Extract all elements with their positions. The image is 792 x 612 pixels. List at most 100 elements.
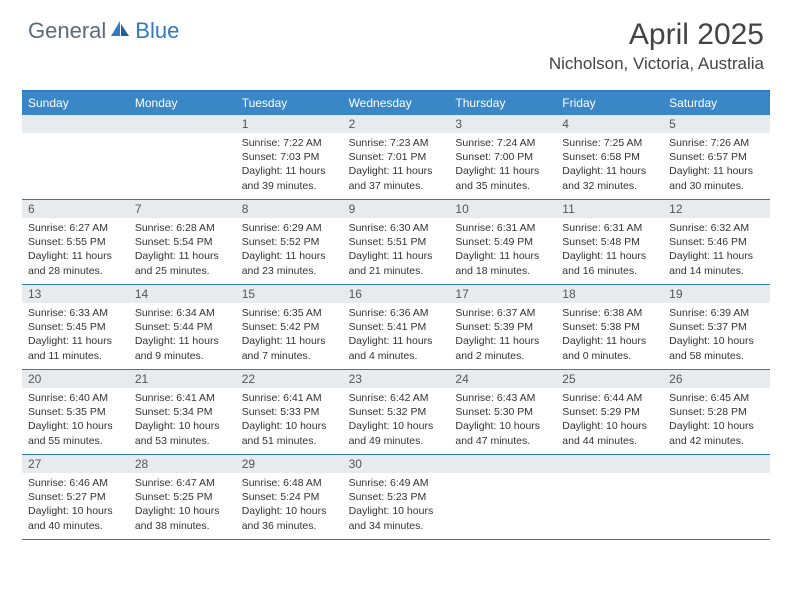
calendar-day-cell: 24Sunrise: 6:43 AMSunset: 5:30 PMDayligh… (449, 370, 556, 454)
weekday-header-cell: Saturday (663, 92, 770, 115)
day-details: Sunrise: 6:45 AMSunset: 5:28 PMDaylight:… (663, 388, 770, 452)
daylight-line: Daylight: 10 hours and 36 minutes. (242, 504, 337, 532)
sunrise-line: Sunrise: 6:37 AM (455, 306, 550, 320)
day-number (663, 455, 770, 473)
brand-text-general: General (28, 18, 106, 44)
day-details: Sunrise: 6:38 AMSunset: 5:38 PMDaylight:… (556, 303, 663, 367)
daylight-line: Daylight: 11 hours and 23 minutes. (242, 249, 337, 277)
sunset-line: Sunset: 5:45 PM (28, 320, 123, 334)
calendar-day-cell: 29Sunrise: 6:48 AMSunset: 5:24 PMDayligh… (236, 455, 343, 539)
sunset-line: Sunset: 5:24 PM (242, 490, 337, 504)
sunset-line: Sunset: 5:41 PM (349, 320, 444, 334)
weekday-header-cell: Tuesday (236, 92, 343, 115)
day-number: 22 (236, 370, 343, 388)
sunrise-line: Sunrise: 6:29 AM (242, 221, 337, 235)
day-details: Sunrise: 6:32 AMSunset: 5:46 PMDaylight:… (663, 218, 770, 282)
day-details: Sunrise: 6:46 AMSunset: 5:27 PMDaylight:… (22, 473, 129, 537)
day-number: 21 (129, 370, 236, 388)
day-number: 2 (343, 115, 450, 133)
day-number: 23 (343, 370, 450, 388)
day-number (449, 455, 556, 473)
day-number: 17 (449, 285, 556, 303)
day-details: Sunrise: 6:48 AMSunset: 5:24 PMDaylight:… (236, 473, 343, 537)
sunrise-line: Sunrise: 6:32 AM (669, 221, 764, 235)
sunset-line: Sunset: 5:33 PM (242, 405, 337, 419)
calendar-day-cell: 16Sunrise: 6:36 AMSunset: 5:41 PMDayligh… (343, 285, 450, 369)
sunrise-line: Sunrise: 6:46 AM (28, 476, 123, 490)
sunrise-line: Sunrise: 7:24 AM (455, 136, 550, 150)
day-details: Sunrise: 6:37 AMSunset: 5:39 PMDaylight:… (449, 303, 556, 367)
daylight-line: Daylight: 10 hours and 34 minutes. (349, 504, 444, 532)
calendar-day-cell: 28Sunrise: 6:47 AMSunset: 5:25 PMDayligh… (129, 455, 236, 539)
day-details: Sunrise: 7:22 AMSunset: 7:03 PMDaylight:… (236, 133, 343, 197)
daylight-line: Daylight: 11 hours and 37 minutes. (349, 164, 444, 192)
daylight-line: Daylight: 10 hours and 38 minutes. (135, 504, 230, 532)
sunrise-line: Sunrise: 6:43 AM (455, 391, 550, 405)
day-number: 30 (343, 455, 450, 473)
daylight-line: Daylight: 11 hours and 21 minutes. (349, 249, 444, 277)
day-number: 4 (556, 115, 663, 133)
day-details: Sunrise: 6:30 AMSunset: 5:51 PMDaylight:… (343, 218, 450, 282)
sunrise-line: Sunrise: 7:26 AM (669, 136, 764, 150)
day-number: 25 (556, 370, 663, 388)
day-details: Sunrise: 6:47 AMSunset: 5:25 PMDaylight:… (129, 473, 236, 537)
title-block: April 2025 Nicholson, Victoria, Australi… (549, 18, 764, 74)
daylight-line: Daylight: 11 hours and 39 minutes. (242, 164, 337, 192)
sunset-line: Sunset: 7:00 PM (455, 150, 550, 164)
day-details: Sunrise: 7:23 AMSunset: 7:01 PMDaylight:… (343, 133, 450, 197)
sunrise-line: Sunrise: 6:39 AM (669, 306, 764, 320)
calendar-day-cell (556, 455, 663, 539)
day-details: Sunrise: 6:29 AMSunset: 5:52 PMDaylight:… (236, 218, 343, 282)
calendar-day-cell: 25Sunrise: 6:44 AMSunset: 5:29 PMDayligh… (556, 370, 663, 454)
sunset-line: Sunset: 5:52 PM (242, 235, 337, 249)
sunrise-line: Sunrise: 6:30 AM (349, 221, 444, 235)
day-number: 5 (663, 115, 770, 133)
day-number: 14 (129, 285, 236, 303)
daylight-line: Daylight: 11 hours and 25 minutes. (135, 249, 230, 277)
day-details: Sunrise: 6:49 AMSunset: 5:23 PMDaylight:… (343, 473, 450, 537)
day-details: Sunrise: 6:39 AMSunset: 5:37 PMDaylight:… (663, 303, 770, 367)
day-details: Sunrise: 7:24 AMSunset: 7:00 PMDaylight:… (449, 133, 556, 197)
daylight-line: Daylight: 10 hours and 47 minutes. (455, 419, 550, 447)
sunset-line: Sunset: 5:25 PM (135, 490, 230, 504)
day-details: Sunrise: 6:27 AMSunset: 5:55 PMDaylight:… (22, 218, 129, 282)
day-details: Sunrise: 7:26 AMSunset: 6:57 PMDaylight:… (663, 133, 770, 197)
day-number: 18 (556, 285, 663, 303)
daylight-line: Daylight: 11 hours and 14 minutes. (669, 249, 764, 277)
sunset-line: Sunset: 5:44 PM (135, 320, 230, 334)
calendar-day-cell: 21Sunrise: 6:41 AMSunset: 5:34 PMDayligh… (129, 370, 236, 454)
daylight-line: Daylight: 11 hours and 18 minutes. (455, 249, 550, 277)
weekday-header-cell: Thursday (449, 92, 556, 115)
day-number: 3 (449, 115, 556, 133)
sunrise-line: Sunrise: 6:31 AM (455, 221, 550, 235)
sunrise-line: Sunrise: 6:31 AM (562, 221, 657, 235)
sunrise-line: Sunrise: 6:45 AM (669, 391, 764, 405)
calendar-day-cell: 19Sunrise: 6:39 AMSunset: 5:37 PMDayligh… (663, 285, 770, 369)
sunset-line: Sunset: 5:30 PM (455, 405, 550, 419)
sunset-line: Sunset: 5:27 PM (28, 490, 123, 504)
calendar-day-cell (663, 455, 770, 539)
sunset-line: Sunset: 5:37 PM (669, 320, 764, 334)
calendar-day-cell: 4Sunrise: 7:25 AMSunset: 6:58 PMDaylight… (556, 115, 663, 199)
daylight-line: Daylight: 11 hours and 35 minutes. (455, 164, 550, 192)
sunrise-line: Sunrise: 6:49 AM (349, 476, 444, 490)
calendar-week-row: 20Sunrise: 6:40 AMSunset: 5:35 PMDayligh… (22, 370, 770, 455)
daylight-line: Daylight: 10 hours and 44 minutes. (562, 419, 657, 447)
sunset-line: Sunset: 5:38 PM (562, 320, 657, 334)
sunset-line: Sunset: 5:39 PM (455, 320, 550, 334)
sunset-line: Sunset: 6:57 PM (669, 150, 764, 164)
sunset-line: Sunset: 7:01 PM (349, 150, 444, 164)
calendar-day-cell: 20Sunrise: 6:40 AMSunset: 5:35 PMDayligh… (22, 370, 129, 454)
sunrise-line: Sunrise: 6:40 AM (28, 391, 123, 405)
calendar-week-row: 1Sunrise: 7:22 AMSunset: 7:03 PMDaylight… (22, 115, 770, 200)
calendar-day-cell: 22Sunrise: 6:41 AMSunset: 5:33 PMDayligh… (236, 370, 343, 454)
daylight-line: Daylight: 10 hours and 55 minutes. (28, 419, 123, 447)
weekday-header-cell: Friday (556, 92, 663, 115)
sunrise-line: Sunrise: 6:48 AM (242, 476, 337, 490)
day-number: 13 (22, 285, 129, 303)
daylight-line: Daylight: 11 hours and 2 minutes. (455, 334, 550, 362)
brand-text-blue: Blue (135, 18, 179, 44)
sunrise-line: Sunrise: 6:27 AM (28, 221, 123, 235)
sunset-line: Sunset: 5:48 PM (562, 235, 657, 249)
calendar-week-row: 13Sunrise: 6:33 AMSunset: 5:45 PMDayligh… (22, 285, 770, 370)
